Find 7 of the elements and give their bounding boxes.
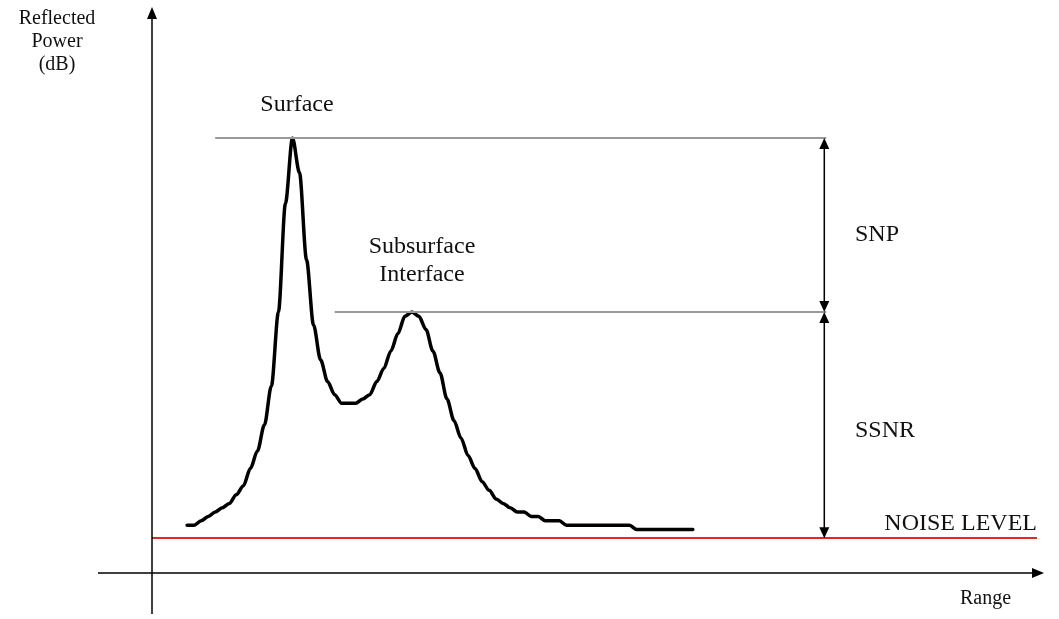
text: Surface (259, 90, 335, 118)
annotation: Subsurface Interface (367, 232, 477, 288)
ref-line-label: NOISE LEVEL (884, 509, 1037, 536)
x-axis-title: Range (960, 586, 1012, 609)
annotation: SNP (855, 220, 900, 248)
annotation: SSNR (855, 416, 916, 444)
y-axis-title: Reflected Power (dB) (17, 6, 97, 75)
